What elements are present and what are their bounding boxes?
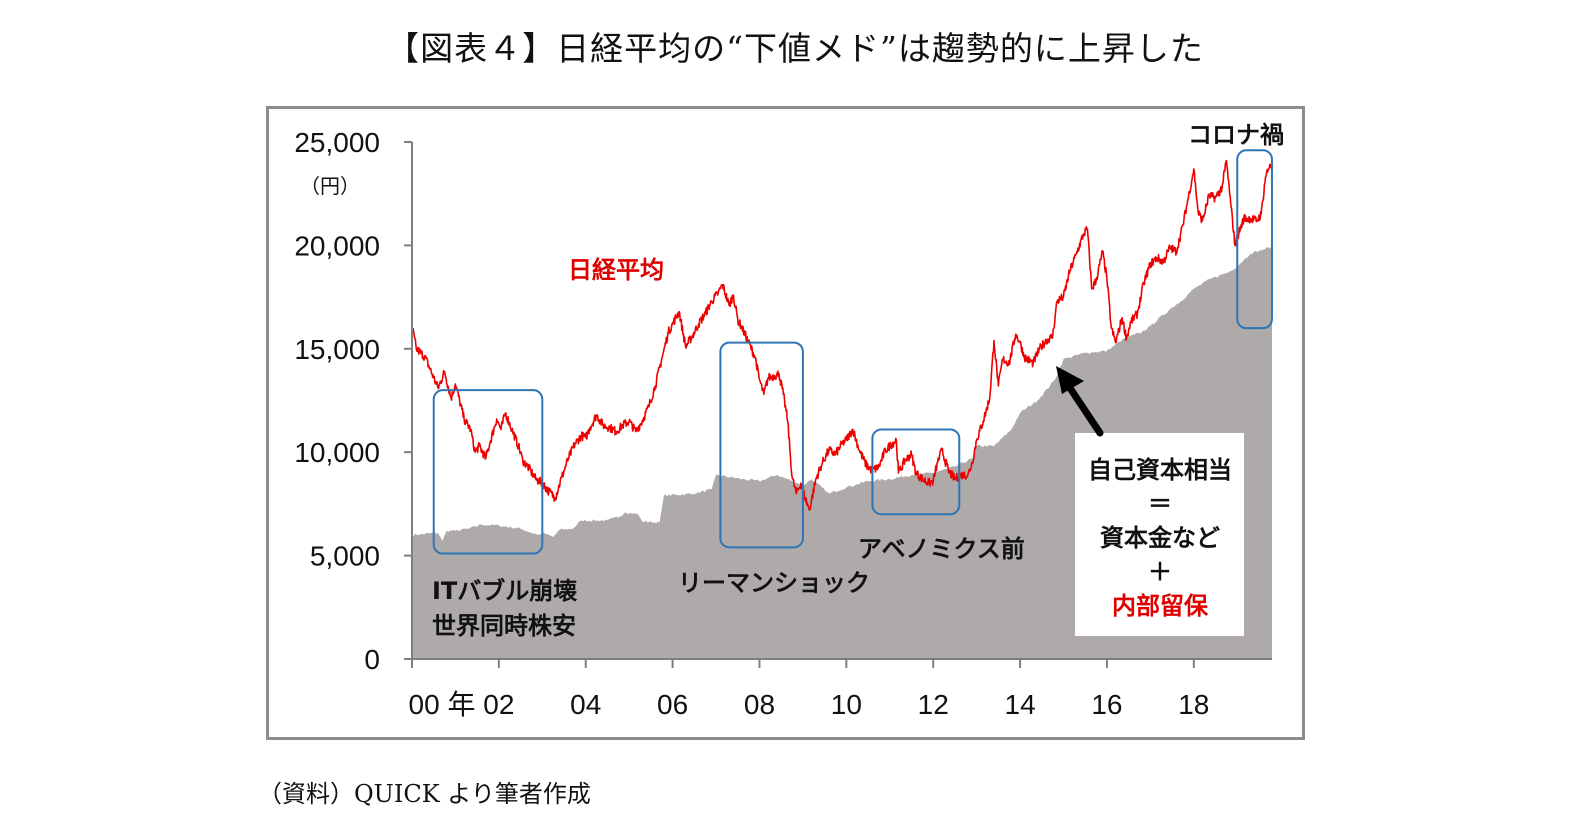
equity-legend-capital: 資本金など: [1100, 524, 1220, 552]
y-tick-label: 0: [364, 644, 380, 675]
y-tick-label: 25,000: [294, 127, 380, 158]
source-note: （資料）QUICK より筆者作成: [258, 780, 591, 808]
annotation-box: [719, 341, 804, 549]
y-tick-label: 20,000: [294, 230, 380, 261]
x-tick-label: 00 年: [409, 689, 476, 720]
x-tick-label: 02: [483, 689, 514, 720]
x-tick-label: 16: [1091, 689, 1122, 720]
arrow-head: [1056, 366, 1084, 394]
y-unit-label: （円）: [300, 174, 360, 198]
arrow-shaft: [1062, 378, 1104, 437]
nikkei-label: 日経平均: [568, 256, 664, 284]
equity-legend-equals: ＝: [1148, 490, 1172, 518]
equity-legend-plus: ＋: [1148, 558, 1172, 586]
annotation-box-layer: [432, 149, 1274, 555]
x-tick-label: 18: [1178, 689, 1209, 720]
equity-legend-box: [1075, 433, 1244, 636]
page-title: 【図表４】日経平均の“下値メド”は趨勢的に上昇した: [386, 29, 1204, 68]
y-tick-label: 10,000: [294, 437, 380, 468]
abenomics-label: アベノミクス前: [858, 535, 1025, 563]
equity-area-layer: [412, 224, 1272, 659]
nikkei-line-layer: [411, 159, 1273, 511]
x-tick-label: 14: [1005, 689, 1036, 720]
y-tick-label: 15,000: [294, 334, 380, 365]
axis-layer: 0 5,000 10,000 15,000 20,000 25,000 （円） 00 年 02 0…: [294, 127, 1272, 720]
x-tick-label: 10: [831, 689, 862, 720]
x-tick-label: 04: [570, 689, 601, 720]
equity-legend-line: 自己資本相当: [1088, 456, 1232, 484]
annotation-box: [1236, 149, 1274, 330]
y-tick-label: 5,000: [310, 541, 380, 572]
annotation-box: [871, 428, 961, 516]
equity-area: [412, 224, 1272, 659]
equity-legend-retained: 内部留保: [1112, 592, 1209, 620]
lehman-label: リーマンショック: [678, 569, 870, 597]
x-tick-label: 12: [918, 689, 949, 720]
corona-label: コロナ禍: [1188, 121, 1284, 149]
nikkei-line: [411, 159, 1273, 511]
annotation-box: [432, 389, 544, 555]
x-tick-label: 08: [744, 689, 775, 720]
global-crash-label: 世界同時株安: [432, 612, 576, 640]
x-tick-label: 06: [657, 689, 688, 720]
it-bubble-label: ITバブル崩壊: [432, 577, 577, 605]
